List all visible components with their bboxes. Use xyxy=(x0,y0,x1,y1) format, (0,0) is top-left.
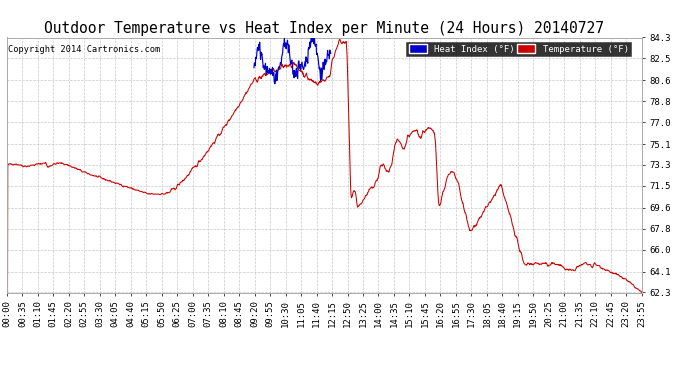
Title: Outdoor Temperature vs Heat Index per Minute (24 Hours) 20140727: Outdoor Temperature vs Heat Index per Mi… xyxy=(44,21,604,36)
Legend: Heat Index (°F), Temperature (°F): Heat Index (°F), Temperature (°F) xyxy=(406,42,631,56)
Text: Copyright 2014 Cartronics.com: Copyright 2014 Cartronics.com xyxy=(8,45,160,54)
